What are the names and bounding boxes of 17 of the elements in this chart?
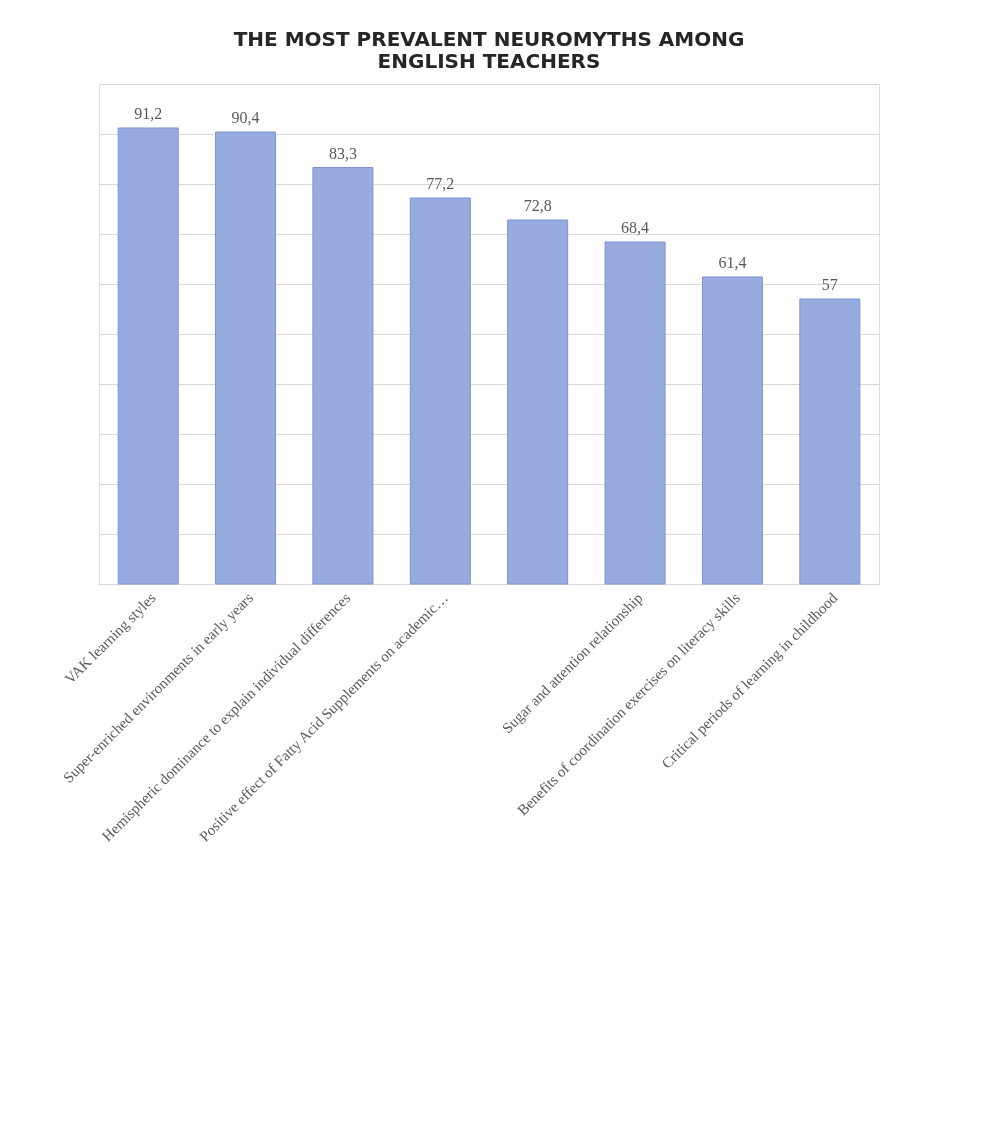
data-label: 72,8	[523, 197, 552, 214]
data-label: 90,4	[231, 109, 260, 126]
bar	[507, 219, 569, 585]
bar	[215, 131, 277, 585]
bar	[799, 298, 861, 585]
data-label: 68,4	[621, 219, 650, 236]
data-label: 57	[821, 276, 838, 293]
chart-title: THE MOST PREVALENT NEUROMYTHS AMONG ENGLISH TEACHERS	[233, 27, 745, 73]
data-label: 83,3	[328, 144, 357, 162]
data-label: 91,2	[134, 105, 163, 122]
bar	[604, 241, 666, 585]
data-label: 77,2	[426, 175, 455, 192]
bar	[312, 167, 374, 585]
data-label: 61,4	[718, 254, 747, 271]
bar	[701, 276, 763, 585]
bar	[409, 197, 471, 585]
bar	[117, 127, 179, 585]
